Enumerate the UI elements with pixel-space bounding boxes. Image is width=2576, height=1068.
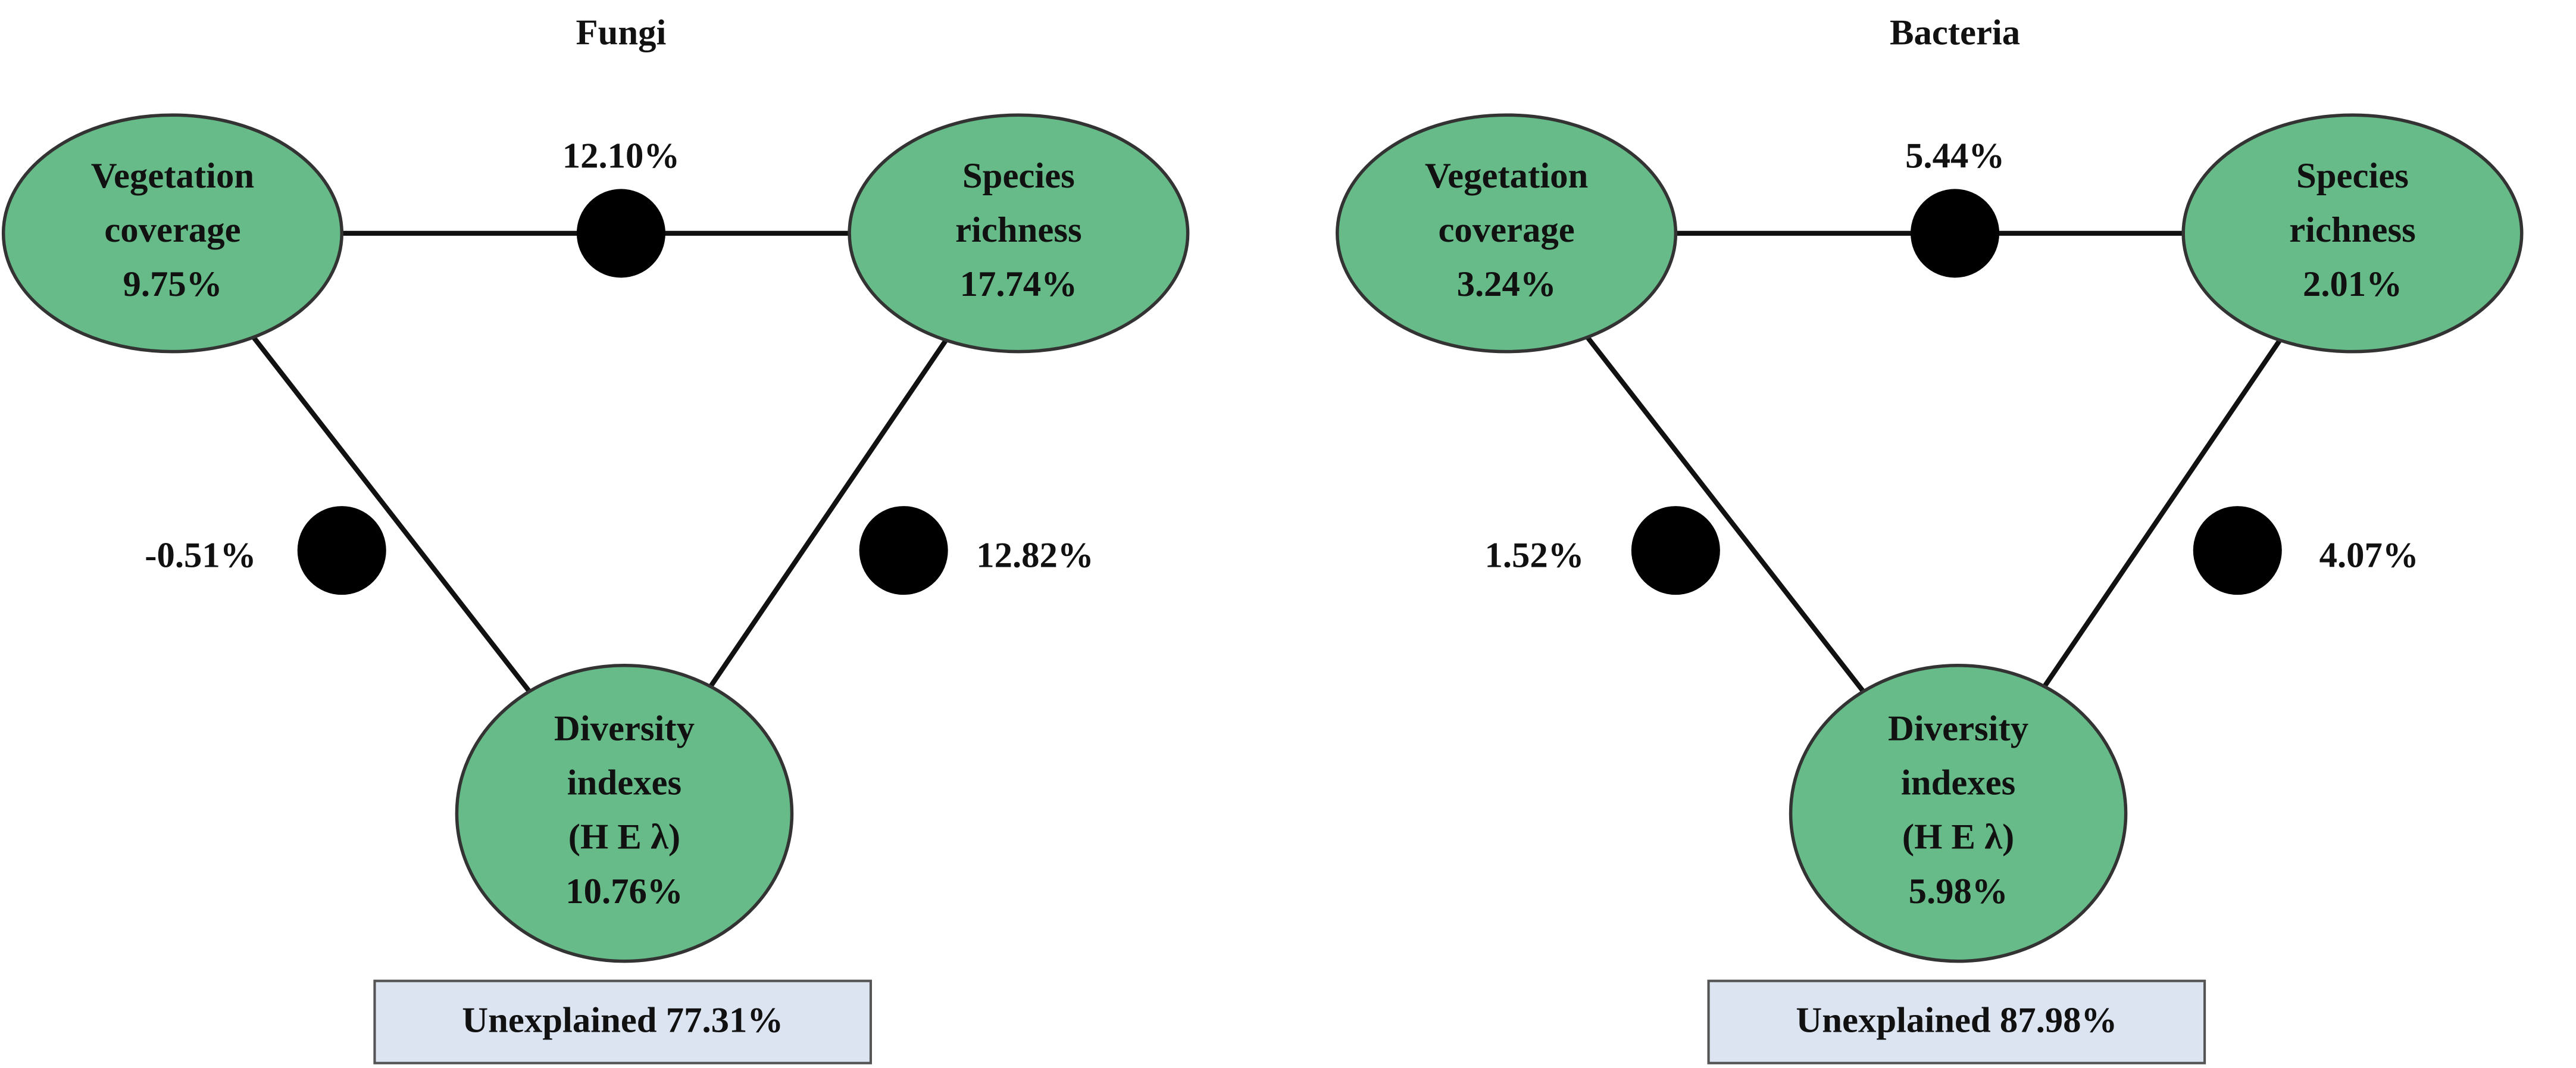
node-label: 2.01%: [2303, 264, 2402, 304]
node-label: 10.76%: [565, 872, 683, 911]
node-label: Diversity: [1888, 709, 2028, 749]
node-label: richness: [2289, 210, 2416, 250]
node-label: Species: [2296, 156, 2409, 196]
edge-label: 1.52%: [1485, 535, 1584, 575]
node-label: Vegetation: [91, 156, 254, 196]
shared-effect-dot: [576, 189, 665, 278]
node-ellipse: [1336, 113, 1678, 354]
panel-title: Fungi: [576, 13, 667, 53]
node-label: indexes: [1901, 763, 2015, 803]
node-ellipse: [848, 113, 1190, 354]
node-label: 17.74%: [960, 264, 1077, 304]
node-label: Species: [962, 156, 1075, 196]
node-label: (H E λ): [1902, 817, 2014, 857]
node-label: 9.75%: [123, 264, 222, 304]
node-label: coverage: [1438, 210, 1574, 250]
panel-title: Bacteria: [1890, 13, 2020, 53]
node-label: richness: [955, 210, 1082, 250]
node-label: Diversity: [554, 709, 695, 749]
shared-effect-dot: [1631, 506, 1720, 595]
unexplained-label: Unexplained 77.31%: [462, 1000, 783, 1040]
node-ellipse: [1789, 664, 2128, 963]
node-ellipse: [2181, 113, 2524, 354]
node-label: 5.98%: [1909, 872, 2008, 911]
shared-effect-dot: [859, 506, 948, 595]
node-ellipse: [1, 113, 343, 354]
edge-label: 12.82%: [976, 535, 1093, 575]
edge-label: 12.10%: [562, 136, 680, 176]
node-label: coverage: [104, 210, 240, 250]
unexplained-box: [1707, 979, 2206, 1064]
unexplained-box: [373, 979, 873, 1064]
edge-label: 5.44%: [1905, 136, 2005, 176]
node-label: Vegetation: [1425, 156, 1588, 196]
unexplained-label: Unexplained 87.98%: [1796, 1000, 2117, 1040]
node-label: (H E λ): [568, 817, 680, 857]
node-label: 3.24%: [1457, 264, 1556, 304]
node-ellipse: [455, 664, 794, 963]
edge-label: -0.51%: [145, 535, 256, 575]
shared-effect-dot: [297, 506, 386, 595]
edge-label: 4.07%: [2319, 535, 2419, 575]
node-label: indexes: [567, 763, 681, 803]
shared-effect-dot: [1911, 189, 2000, 278]
shared-effect-dot: [2193, 506, 2282, 595]
